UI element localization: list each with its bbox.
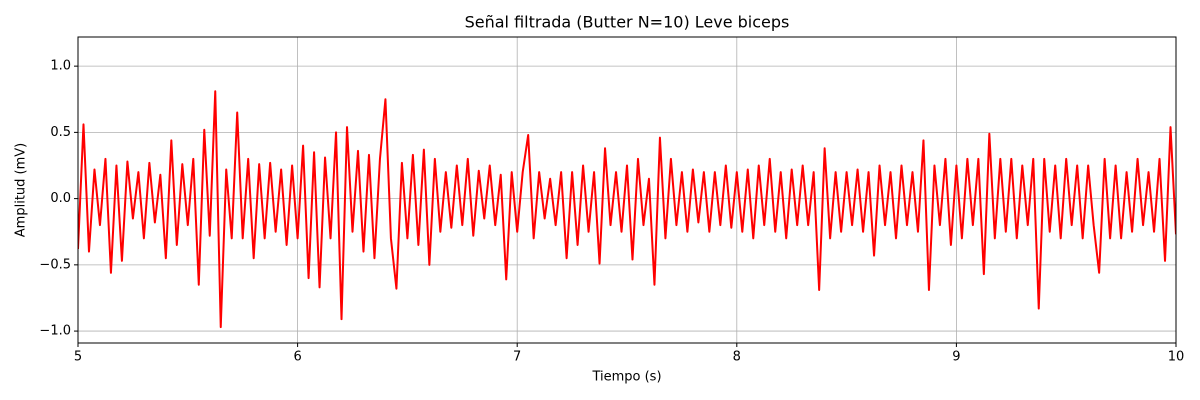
grid (77, 37, 1177, 343)
plot-area (78, 90, 1176, 329)
y-tick-label: −0.5 (39, 257, 71, 272)
x-tick-label: 9 (952, 350, 960, 365)
y-tick-label: −1.0 (39, 324, 71, 339)
y-axis-label: Amplitud (mV) (14, 143, 29, 237)
x-tick-label: 10 (1168, 350, 1185, 365)
ticks: 5 6 7 8 9 10 −1.0 −0.5 0.0 0.5 1.0 (39, 59, 1184, 365)
x-tick-label: 6 (293, 350, 301, 365)
signal-line (78, 90, 1176, 329)
x-tick-label: 8 (733, 350, 741, 365)
chart-title: Señal filtrada (Butter N=10) Leve biceps (465, 13, 790, 32)
y-tick-label: 1.0 (50, 59, 71, 74)
y-tick-label: 0.5 (50, 125, 71, 140)
y-tick-label: 0.0 (50, 191, 71, 206)
x-axis-label: Tiempo (s) (591, 370, 661, 385)
x-tick-label: 5 (74, 350, 82, 365)
axes-frame (77, 36, 1177, 344)
x-tick-label: 7 (513, 350, 521, 365)
